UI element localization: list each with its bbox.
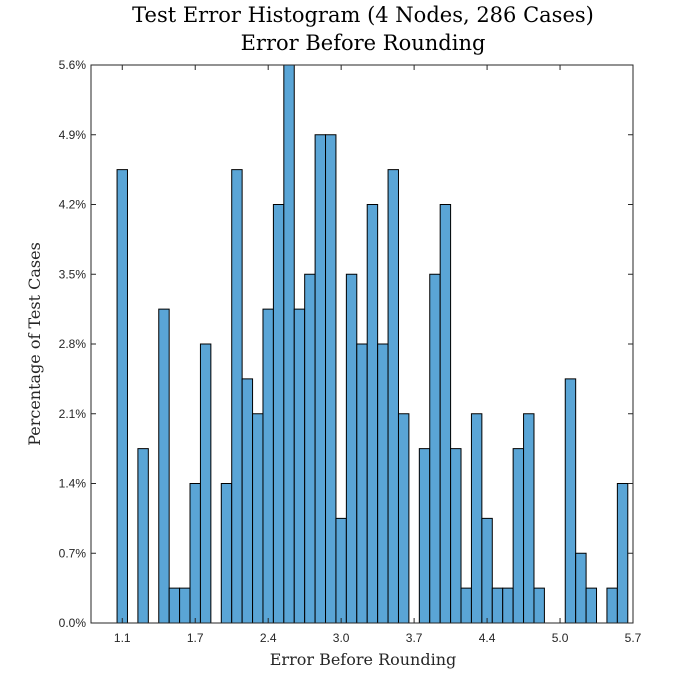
x-tick-label: 5.7 — [625, 631, 642, 645]
y-tick-label: 4.9% — [59, 128, 87, 142]
y-tick-label: 0.7% — [59, 546, 87, 560]
histogram-bar — [189, 483, 201, 624]
histogram-bar — [533, 587, 545, 624]
histogram-bar — [616, 483, 629, 624]
histogram-bar — [450, 448, 462, 624]
histogram-bar — [606, 587, 618, 624]
x-tick-label: 1.1 — [114, 631, 131, 645]
histogram-bar — [199, 343, 212, 624]
histogram-bar — [345, 273, 358, 624]
x-tick-label: 3.7 — [406, 631, 423, 645]
y-tick-label: 4.2% — [59, 198, 87, 212]
histogram-bar — [512, 448, 525, 624]
y-tick-label: 1.4% — [59, 477, 87, 491]
chart-title-line-1: Test Error Histogram (4 Nodes, 286 Cases… — [132, 3, 594, 27]
y-axis-label: Percentage of Test Cases — [25, 242, 44, 446]
histogram-bar — [293, 308, 306, 624]
histogram-bar — [262, 308, 274, 624]
histogram-bar — [387, 169, 399, 624]
histogram-bar — [335, 517, 347, 624]
histogram-bar — [179, 587, 191, 624]
x-tick-label: 1.7 — [187, 631, 204, 645]
y-tick-label: 5.6% — [59, 58, 87, 72]
x-tick-label: 2.4 — [260, 631, 277, 645]
histogram-bar — [585, 587, 598, 624]
histogram-bar — [325, 134, 337, 624]
histogram-bar — [168, 587, 181, 624]
x-tick-label: 4.4 — [479, 631, 496, 645]
y-tick-label: 3.5% — [59, 267, 87, 281]
histogram-bar — [158, 308, 170, 624]
histogram-bar — [460, 587, 472, 624]
y-tick-label: 0.0% — [59, 616, 87, 630]
histogram-bar — [575, 552, 587, 624]
histogram-bar — [502, 587, 514, 624]
histogram-bar — [137, 448, 149, 624]
histogram-bar — [429, 273, 441, 624]
x-tick-label: 5.0 — [552, 631, 569, 645]
histogram-bar — [241, 378, 254, 624]
histogram-bar — [220, 483, 233, 624]
bar-group — [116, 64, 629, 624]
x-tick-label: 3.0 — [333, 631, 350, 645]
histogram-bar — [272, 204, 285, 624]
x-axis-ticks: 1.1 1.7 2.4 3.0 3.7 4.4 5.0 5.7 — [114, 65, 642, 645]
histogram-bar — [481, 517, 493, 624]
histogram-bar — [418, 448, 431, 624]
histogram-bar — [564, 378, 577, 624]
histogram-bar — [491, 587, 504, 624]
histogram-bar — [439, 204, 452, 624]
histogram-bar — [377, 343, 389, 624]
chart-title-line-2: Error Before Rounding — [241, 31, 486, 55]
histogram-bar — [304, 273, 316, 624]
histogram-bar — [314, 134, 327, 624]
histogram-bar — [252, 413, 264, 624]
y-tick-label: 2.1% — [59, 407, 87, 421]
x-axis-label: Error Before Rounding — [270, 650, 457, 669]
histogram-bar — [366, 204, 379, 624]
histogram-bar — [470, 413, 483, 624]
histogram-bar — [523, 413, 535, 624]
plot-frame — [90, 64, 634, 624]
histogram-bar — [116, 169, 128, 624]
histogram-bar — [283, 64, 295, 624]
histogram-bar — [397, 413, 410, 624]
histogram-bar — [231, 169, 243, 624]
y-axis-ticks: 0.0% 0.7% 1.4% 2.1% 2.8% 3.5% 4.2% 4.9% 5.6% — [59, 58, 633, 630]
y-tick-label: 2.8% — [59, 337, 87, 351]
histogram-bar — [356, 343, 368, 624]
